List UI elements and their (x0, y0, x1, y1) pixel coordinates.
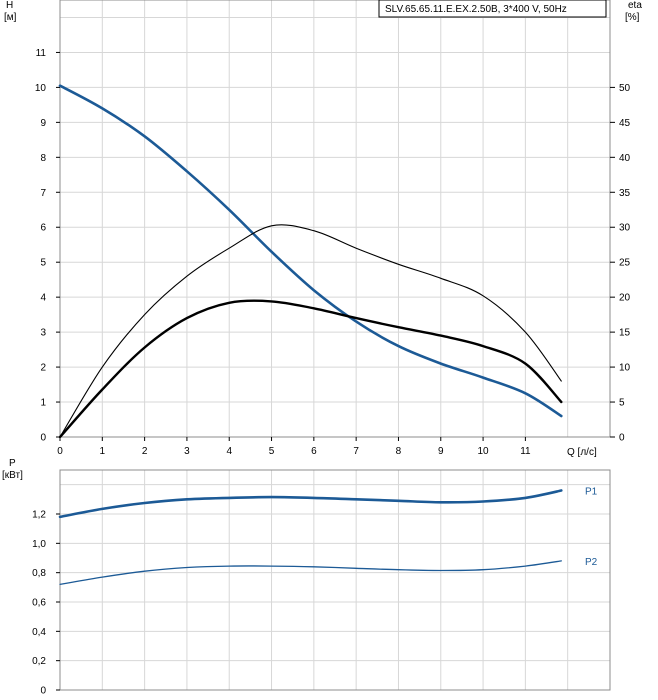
efficiency-axis-tick-label: 30 (619, 223, 631, 234)
efficiency-curve-thin (59, 224, 562, 438)
efficiency-axis-tick-label: 15 (619, 328, 631, 339)
flow-axis-tick-label: 4 (226, 446, 232, 457)
flow-axis-tick-label: 3 (184, 446, 190, 457)
power-axis-unit: [кВт] (2, 470, 23, 481)
flow-axis-tick-label: 10 (478, 446, 490, 457)
power-panel-grid (60, 470, 610, 690)
flow-axis-ticks: 0 1 2 3 4 5 6 7 8 9 10 11 (57, 437, 531, 457)
efficiency-axis-unit: [%] (625, 12, 640, 23)
power-axis-tick-label: 0,6 (32, 598, 46, 609)
power-axis-ticks: 0 0,2 0,4 0,6 0,8 1,0 1,2 (32, 510, 60, 697)
efficiency-axis-tick-label: 0 (619, 433, 625, 444)
flow-axis-label: Q [л/с] (567, 447, 597, 458)
power-series-label: P1 (585, 487, 598, 498)
flow-axis-tick-label: 5 (269, 446, 275, 457)
power-axis-tick-label: 0,2 (32, 656, 46, 667)
head-axis-tick-label: 9 (40, 118, 46, 129)
head-axis-unit: [м] (4, 12, 17, 23)
head-axis-tick-label: 10 (35, 83, 47, 94)
head-panel-curves (58, 84, 563, 439)
efficiency-axis-tick-label: 45 (619, 118, 631, 129)
flow-axis-tick-label: 6 (311, 446, 317, 457)
efficiency-axis-label: eta (628, 0, 642, 11)
power-axis-tick-label: 0,4 (32, 627, 46, 638)
flow-axis-tick-label: 0 (57, 446, 63, 457)
efficiency-axis-tick-label: 40 (619, 153, 631, 164)
power-axis-tick-label: 1,0 (32, 539, 46, 550)
efficiency-axis-tick-label: 20 (619, 293, 631, 304)
power-axis-tick-label: 1,2 (32, 510, 46, 521)
head-axis-tick-label: 3 (40, 328, 46, 339)
title-box-frame (378, 0, 607, 18)
head-axis-tick-label: 11 (36, 48, 47, 59)
head-axis-label: H (6, 0, 13, 11)
head-axis-tick-label: 5 (40, 258, 46, 269)
power-panel: 0 0,2 0,4 0,6 0,8 1,0 1,2 P1 P2 P [кВт] (2, 458, 611, 697)
efficiency-curve-bold (58, 299, 563, 439)
power-axis-tick-label: 0 (40, 686, 46, 697)
flow-axis-tick-label: 9 (438, 446, 444, 457)
power-panel-frame (59, 469, 611, 691)
head-axis-tick-label: 6 (40, 223, 46, 234)
efficiency-axis-tick-label: 35 (619, 188, 631, 199)
head-axis-ticks: 0 1 2 3 4 5 6 7 8 9 10 11 (35, 48, 60, 444)
head-axis-tick-label: 7 (40, 188, 46, 199)
power-panel-curves (58, 489, 563, 586)
flow-axis-tick-label: 11 (520, 446, 531, 457)
power-series-label: P2 (585, 557, 598, 568)
head-axis-tick-label: 1 (40, 398, 46, 409)
flow-axis-tick-label: 1 (100, 446, 106, 457)
head-axis-tick-label: 8 (40, 153, 46, 164)
efficiency-axis-ticks: 0 5 10 15 20 25 30 35 40 45 50 (610, 83, 631, 444)
head-axis-tick-label: 0 (40, 433, 46, 444)
flow-axis-tick-label: 8 (396, 446, 402, 457)
head-curve (58, 84, 563, 418)
head-axis-tick-label: 4 (40, 293, 46, 304)
title-box: SLV.65.65.11.E.EX.2.50B, 3*400 V, 50Hz (378, 0, 607, 18)
power-curve-p2 (59, 560, 562, 586)
head-axis-tick-label: 2 (40, 363, 46, 374)
flow-axis-tick-label: 7 (353, 446, 359, 457)
head-panel-frame (59, 0, 611, 438)
efficiency-axis-tick-label: 50 (619, 83, 631, 94)
power-curve-p1 (58, 489, 563, 519)
power-series-labels: P1 P2 (585, 487, 598, 568)
power-axis-tick-label: 0,8 (32, 568, 46, 579)
efficiency-axis-tick-label: 5 (619, 398, 625, 409)
chart-title: SLV.65.65.11.E.EX.2.50B, 3*400 V, 50Hz (385, 4, 567, 15)
efficiency-axis-tick-label: 10 (619, 363, 631, 374)
head-panel-grid (60, 0, 610, 437)
power-axis-label: P (9, 458, 16, 469)
flow-axis-tick-label: 2 (142, 446, 148, 457)
efficiency-axis-tick-label: 25 (619, 258, 631, 269)
